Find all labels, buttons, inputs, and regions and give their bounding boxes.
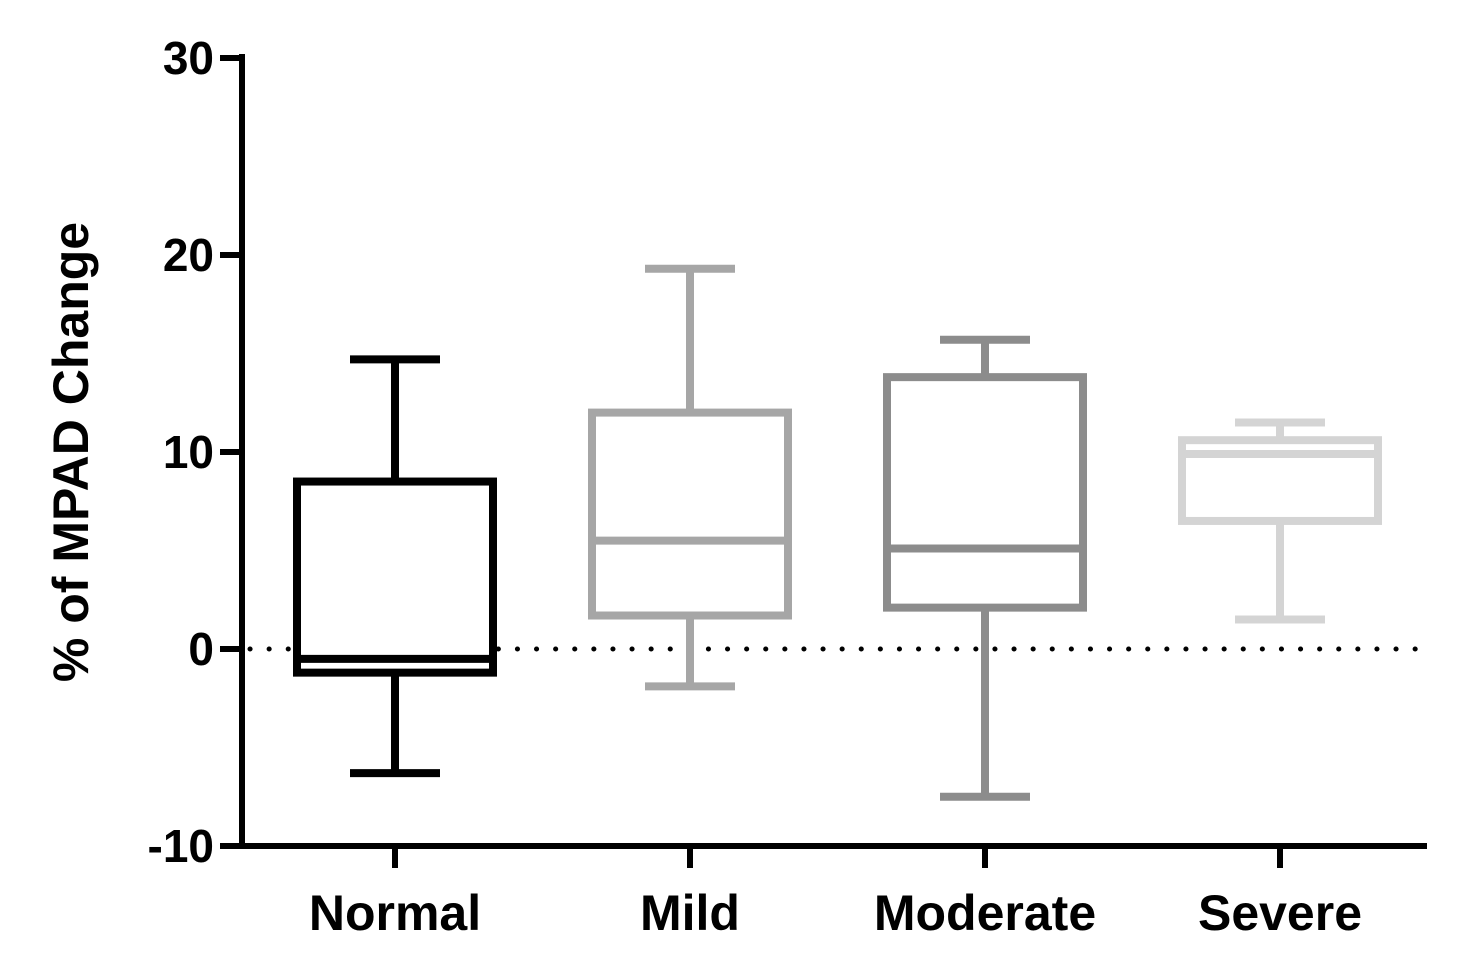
x-category-label: Mild: [640, 885, 740, 941]
interquartile-box: [883, 373, 1087, 612]
boxes-layer: [293, 264, 1382, 801]
y-tick-label: 0: [188, 623, 214, 675]
y-tick-label: 10: [163, 426, 214, 478]
y-axis-title: % of MPAD Change: [43, 222, 99, 682]
box-normal: [293, 355, 497, 778]
y-tick-label: -10: [148, 820, 214, 872]
box-mild: [588, 264, 792, 691]
box-severe: [1178, 418, 1382, 624]
axes-layer: -10 0 10 20 30 Normal Mild Moderate Severe: [148, 32, 1427, 941]
interquartile-box: [588, 408, 792, 620]
y-tick-label: 20: [163, 229, 214, 281]
box-moderate: [883, 335, 1087, 801]
x-category-label: Moderate: [874, 885, 1096, 941]
x-category-label: Normal: [309, 885, 481, 941]
y-tick-label: 30: [163, 32, 214, 84]
x-category-label: Severe: [1198, 885, 1362, 941]
interquartile-box: [293, 477, 497, 677]
